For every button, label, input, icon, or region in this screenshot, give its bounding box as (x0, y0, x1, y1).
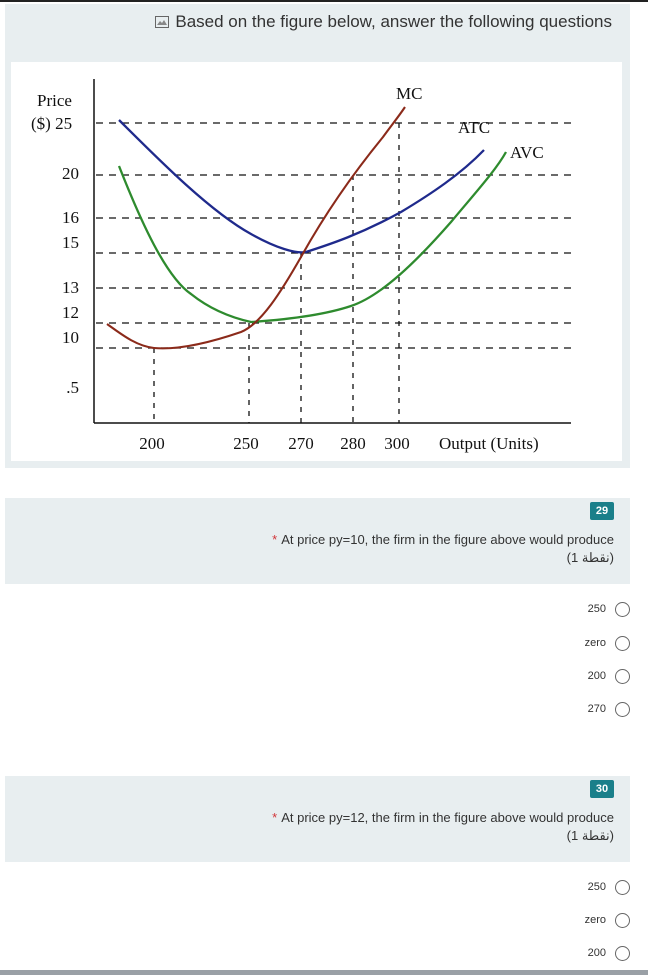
question-text: * At price py=12, the firm in the figure … (272, 810, 614, 825)
question-text-body: At price py=12, the firm in the figure a… (281, 810, 614, 825)
option-200[interactable]: 200 (588, 666, 630, 686)
x-tick-280: 280 (340, 434, 366, 453)
top-border (0, 0, 648, 2)
section-title-text: Based on the figure below, answer the fo… (175, 12, 612, 31)
output-gridlines (153, 123, 400, 423)
option-250[interactable]: 250 (588, 877, 630, 897)
required-marker: * (272, 532, 278, 547)
option-zero[interactable]: zero (585, 910, 630, 930)
x-tick-200: 200 (139, 434, 165, 453)
mc-label: MC (396, 84, 422, 103)
x-tick-labels: 200 250 270 280 300 (139, 434, 410, 453)
radio-button[interactable] (615, 879, 630, 895)
option-zero[interactable]: zero (585, 633, 630, 653)
avc-curve (117, 151, 508, 324)
question-points: (1 نقطة) (566, 828, 614, 843)
atc-curve (118, 119, 485, 254)
option-270[interactable]: 270 (588, 699, 630, 719)
radio-button[interactable] (615, 635, 630, 651)
option-200[interactable]: 200 (588, 943, 630, 963)
y-tick-13: 13 (62, 278, 79, 297)
question-text-body: At price py=10, the firm in the figure a… (281, 532, 614, 547)
x-tick-250: 250 (233, 434, 259, 453)
radio-button[interactable] (615, 668, 630, 684)
y-tick-15: 15 (62, 233, 79, 252)
option-label: zero (584, 914, 606, 926)
option-250[interactable]: 250 (588, 599, 630, 619)
radio-button[interactable] (615, 701, 630, 717)
y-tick-16: 16 (62, 208, 79, 227)
option-label: 200 (587, 670, 606, 682)
image-icon (155, 16, 170, 28)
question-points: (1 نقطة) (566, 550, 614, 565)
required-marker: * (272, 810, 278, 825)
section-header: Based on the figure below, answer the fo… (5, 4, 630, 56)
y-tick-12: 12 (62, 303, 79, 322)
option-label: 250 (587, 603, 606, 615)
radio-button[interactable] (615, 945, 630, 961)
x-axis-label: Output (Units) (439, 434, 539, 453)
section-title: Based on the figure below, answer the fo… (155, 12, 612, 32)
radio-button[interactable] (615, 912, 630, 928)
y-tick-labels: 20 16 15 13 12 10 .5 (62, 164, 79, 397)
y-axis-label-price: Price (37, 91, 72, 110)
figure-panel: Price ($) 25 20 16 15 13 12 10 .5 200 25… (5, 56, 630, 468)
y-tick-20: 20 (62, 164, 79, 183)
atc-label: ATC (458, 118, 490, 137)
radio-button[interactable] (615, 601, 630, 617)
question-text: * At price py=10, the firm in the figure … (272, 532, 614, 547)
bottom-scroll-edge (0, 970, 648, 975)
option-label: zero (584, 637, 606, 649)
cost-curves-figure: Price ($) 25 20 16 15 13 12 10 .5 200 25… (11, 62, 622, 461)
option-label: 270 (587, 703, 606, 715)
question-number-badge: 30 (590, 780, 614, 798)
y-tick-05: .5 (66, 378, 79, 397)
y-tick-10: 10 (62, 328, 79, 347)
question-29: 29 * At price py=10, the firm in the figu… (5, 498, 630, 584)
option-label: 200 (587, 947, 606, 959)
cost-curves-chart: Price ($) 25 20 16 15 13 12 10 .5 200 25… (31, 79, 571, 453)
x-tick-300: 300 (384, 434, 410, 453)
x-tick-270: 270 (288, 434, 314, 453)
y-axis-label-unit: ($) 25 (31, 114, 72, 133)
price-gridlines (96, 122, 571, 349)
avc-label: AVC (510, 143, 544, 162)
mc-curve (106, 106, 406, 350)
option-label: 250 (587, 881, 606, 893)
question-number-badge: 29 (590, 502, 614, 520)
question-30: 30 * At price py=12, the firm in the figu… (5, 776, 630, 862)
